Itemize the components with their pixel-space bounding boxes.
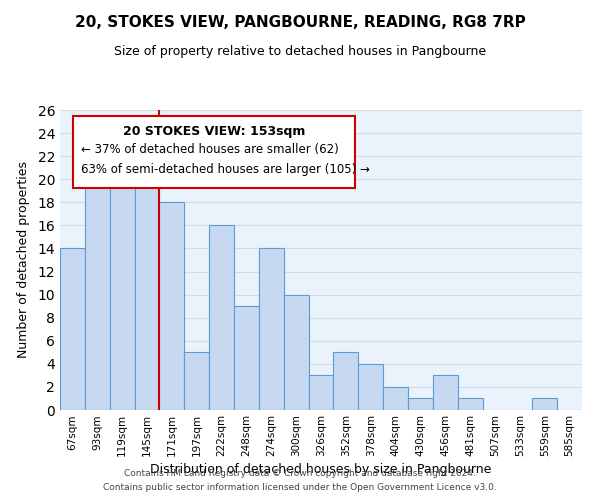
Bar — [458, 398, 482, 410]
Bar — [184, 352, 209, 410]
Bar — [209, 226, 234, 410]
Text: 20 STOKES VIEW: 153sqm: 20 STOKES VIEW: 153sqm — [123, 125, 305, 138]
Y-axis label: Number of detached properties: Number of detached properties — [17, 162, 31, 358]
Bar — [358, 364, 383, 410]
Bar — [110, 156, 134, 410]
Bar — [408, 398, 433, 410]
Text: ← 37% of detached houses are smaller (62): ← 37% of detached houses are smaller (62… — [81, 143, 338, 156]
Bar — [234, 306, 259, 410]
Bar — [259, 248, 284, 410]
Bar — [85, 168, 110, 410]
X-axis label: Distribution of detached houses by size in Pangbourne: Distribution of detached houses by size … — [151, 463, 491, 476]
Text: 20, STOKES VIEW, PANGBOURNE, READING, RG8 7RP: 20, STOKES VIEW, PANGBOURNE, READING, RG… — [74, 15, 526, 30]
Bar — [284, 294, 308, 410]
Bar — [160, 202, 184, 410]
Text: Contains HM Land Registry data © Crown copyright and database right 2024.: Contains HM Land Registry data © Crown c… — [124, 468, 476, 477]
Text: 63% of semi-detached houses are larger (105) →: 63% of semi-detached houses are larger (… — [81, 162, 370, 175]
Bar — [134, 179, 160, 410]
Bar — [433, 376, 458, 410]
Bar — [532, 398, 557, 410]
Text: Contains public sector information licensed under the Open Government Licence v3: Contains public sector information licen… — [103, 484, 497, 492]
FancyBboxPatch shape — [73, 116, 355, 188]
Bar — [383, 387, 408, 410]
Bar — [60, 248, 85, 410]
Text: Size of property relative to detached houses in Pangbourne: Size of property relative to detached ho… — [114, 45, 486, 58]
Bar — [334, 352, 358, 410]
Bar — [308, 376, 334, 410]
